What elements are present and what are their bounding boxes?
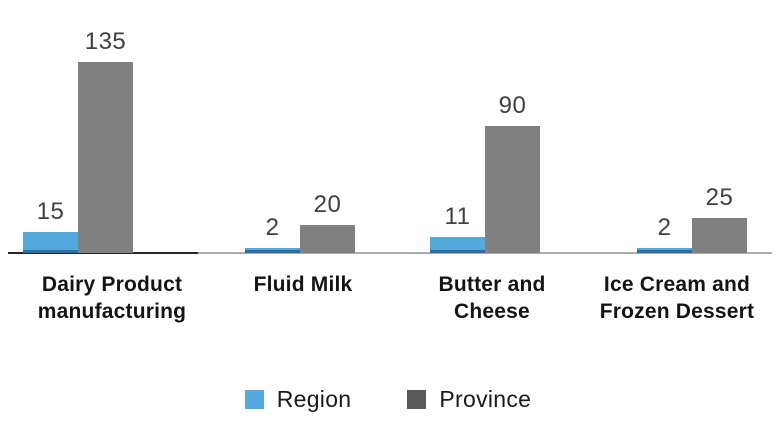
- value-label-region-3: 11: [444, 203, 471, 230]
- bar-region-4: [637, 248, 692, 253]
- value-label-region-1: 15: [36, 198, 65, 225]
- bar-region-2: [245, 248, 300, 253]
- value-label-province-1: 135: [84, 28, 127, 55]
- legend-label-region: Region: [276, 386, 352, 412]
- value-label-province-3: 90: [498, 92, 527, 119]
- value-label-province-4: 25: [705, 184, 734, 211]
- legend-label-province: Province: [439, 386, 532, 412]
- bar-region-1: [23, 232, 78, 253]
- legend-item-province: Province: [407, 386, 531, 413]
- legend: Region Province: [0, 386, 776, 413]
- bar-province-4: [692, 218, 747, 253]
- bar-region-3: [430, 237, 485, 253]
- category-label-1: Dairy Product manufacturing: [37, 273, 187, 323]
- value-label-region-4: 2: [657, 214, 672, 241]
- region-legend-swatch-icon: [244, 390, 264, 409]
- category-label-4: Ice Cream and Frozen Dessert: [599, 273, 755, 323]
- value-label-province-2: 20: [313, 191, 342, 218]
- bar-province-2: [300, 225, 355, 253]
- plot-area: 15 135 2 20 11 90 2 25: [8, 28, 772, 254]
- x-axis-line-dark-segment: [8, 252, 198, 254]
- bar-province-3: [485, 126, 540, 253]
- x-axis-line-light-segment: [198, 252, 772, 254]
- province-legend-swatch-icon: [407, 390, 427, 409]
- legend-item-region: Region: [244, 386, 352, 413]
- category-label-3: Butter and Cheese: [438, 273, 546, 323]
- category-label-2: Fluid Milk: [253, 273, 353, 296]
- value-label-region-2: 2: [265, 214, 280, 241]
- bar-province-1: [78, 62, 133, 253]
